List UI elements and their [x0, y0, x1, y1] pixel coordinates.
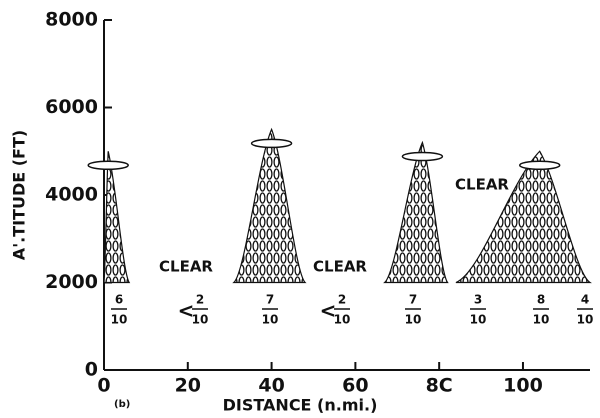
fraction-numerator: 4 — [581, 293, 589, 307]
y-tick-label: 0 — [85, 359, 98, 381]
cloud — [103, 151, 131, 284]
panel-label: (b) — [114, 399, 130, 410]
cloud — [455, 150, 592, 284]
fraction-numerator: 7 — [266, 293, 274, 307]
x-tick-label: 100 — [503, 375, 543, 397]
y-tick-label: 6000 — [45, 96, 98, 118]
x-axis-label: DISTANCE (n.mi.) — [223, 396, 378, 415]
fraction-denominator: 10 — [405, 313, 422, 327]
fraction-denominator: 10 — [192, 313, 209, 327]
clear-label: CLEAR — [159, 258, 213, 276]
cloud-cap — [250, 138, 293, 149]
fraction-numerator: 2 — [338, 293, 346, 307]
cloud-cap — [518, 160, 561, 170]
fraction-numerator: 8 — [537, 293, 545, 307]
fraction-prefix: < — [178, 299, 195, 323]
cloud-cap — [87, 160, 129, 170]
clear-label: CLEAR — [313, 258, 367, 276]
fraction-numerator: 2 — [196, 293, 204, 307]
x-tick-label: 0 — [97, 375, 110, 397]
clear-label: CLEAR — [455, 176, 509, 194]
cloud — [383, 140, 449, 284]
fraction-numerator: 3 — [474, 293, 482, 307]
x-tick-label: 20 — [175, 375, 201, 397]
fraction-denominator: 10 — [533, 313, 550, 327]
cloud — [232, 127, 307, 284]
fraction-denominator: 10 — [111, 313, 128, 327]
cloud-cap — [401, 151, 444, 162]
fraction-denominator: 10 — [262, 313, 279, 327]
y-tick-label: 2000 — [45, 271, 98, 293]
x-tick-label: 40 — [258, 375, 284, 397]
fraction-prefix: < — [320, 299, 337, 323]
fraction-denominator: 10 — [470, 313, 487, 327]
fraction-denominator: 10 — [334, 313, 351, 327]
y-axis-label: A'.TITUDE (FT) — [10, 130, 29, 260]
fraction-numerator: 7 — [409, 293, 417, 307]
fraction-denominator: 10 — [577, 313, 594, 327]
x-tick-label: 60 — [342, 375, 368, 397]
y-tick-label: 8000 — [45, 9, 98, 31]
fraction-numerator: 6 — [115, 293, 123, 307]
y-tick-label: 4000 — [45, 184, 98, 206]
x-tick-label: 8C — [426, 375, 453, 397]
